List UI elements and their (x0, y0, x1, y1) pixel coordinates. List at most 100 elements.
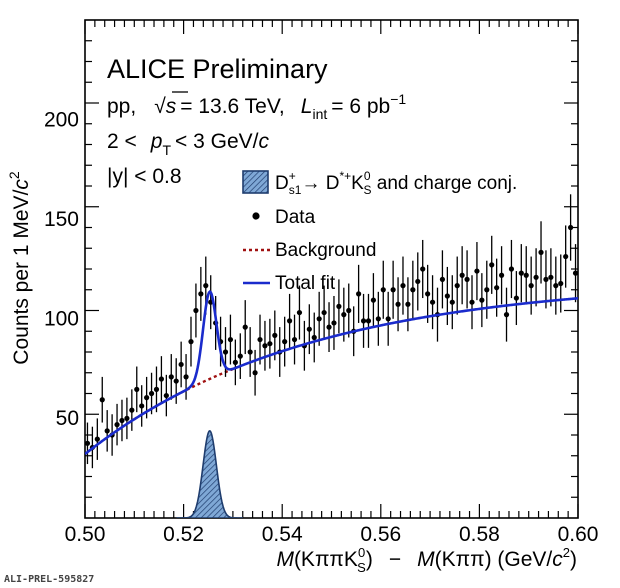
data-point (533, 248, 539, 307)
data-marker (99, 397, 105, 403)
data-marker (163, 392, 169, 399)
data-marker (326, 324, 332, 330)
data-marker (400, 283, 406, 289)
data-marker (346, 307, 352, 314)
data-marker (405, 301, 411, 307)
annotation-rapidity: |y| < 0.8 (107, 165, 182, 188)
data-point (326, 302, 332, 352)
data-marker (449, 299, 455, 305)
data-marker (365, 318, 372, 324)
data-point (572, 244, 578, 303)
data-marker (341, 312, 347, 318)
data-marker (508, 266, 515, 272)
data-point (538, 221, 544, 284)
data-marker (489, 262, 495, 268)
data-point (543, 250, 549, 309)
data-marker (227, 336, 234, 343)
data-marker (286, 318, 293, 324)
data-marker (168, 374, 174, 380)
data-point (444, 266, 450, 326)
legend-signal-swatch (242, 170, 269, 194)
data-point (247, 327, 253, 377)
data-point (390, 260, 396, 319)
x-tick-label-3: 0.56 (360, 523, 401, 546)
data-marker (173, 378, 179, 384)
data-marker (572, 270, 578, 276)
y-tick-label-50: 50 (56, 407, 79, 430)
x-tick-label-2: 0.54 (262, 523, 303, 546)
data-point (360, 293, 367, 348)
x-tick-label-1: 0.52 (163, 523, 204, 546)
data-point (158, 356, 165, 402)
data-marker (222, 349, 229, 355)
background-curve (128, 365, 239, 424)
data-marker (252, 370, 258, 376)
data-marker (134, 386, 140, 392)
data-marker (188, 339, 194, 345)
data-point (242, 300, 248, 355)
data-marker (129, 407, 135, 413)
data-marker (193, 307, 199, 314)
data-point (356, 264, 362, 323)
data-marker (553, 283, 559, 289)
data-marker (237, 353, 243, 359)
data-point (163, 374, 169, 417)
data-point (262, 320, 268, 371)
data-marker (503, 312, 510, 318)
data-point (503, 287, 510, 342)
data-marker (356, 291, 362, 297)
data-marker (380, 287, 386, 293)
data-marker (336, 303, 342, 309)
data-point (306, 304, 312, 355)
data-point (232, 339, 238, 386)
data-marker (479, 297, 485, 303)
data-point (548, 248, 554, 307)
data-marker (439, 276, 446, 282)
data-marker (538, 249, 544, 255)
y-tick-label-200: 200 (44, 108, 79, 131)
data-marker (385, 316, 391, 322)
data-marker (296, 309, 303, 316)
data-point (568, 194, 574, 261)
data-marker (494, 285, 500, 291)
data-marker (124, 415, 130, 421)
data-marker (390, 287, 396, 293)
data-point (375, 291, 381, 346)
data-point (311, 312, 317, 363)
data-point (523, 246, 529, 305)
y-tick-labels: 50 100 150 200 (44, 108, 79, 430)
data-point (380, 260, 386, 319)
x-tick-label-5: 0.60 (558, 523, 599, 546)
data-point (193, 283, 199, 338)
data-marker (484, 287, 490, 293)
data-marker (454, 283, 460, 289)
data-marker (543, 276, 549, 282)
data-point (227, 314, 234, 365)
data-marker (232, 359, 238, 365)
data-marker (183, 374, 189, 380)
x-axis-label: M(KππK0 S) − M(Kππ) (GeV/c2) (276, 545, 577, 575)
data-point (178, 341, 184, 388)
data-point (257, 314, 263, 365)
data-point (464, 250, 470, 309)
legend-data-label: Data (275, 207, 316, 228)
data-marker (429, 299, 436, 305)
data-point (296, 285, 303, 340)
data-marker (464, 276, 470, 282)
data-point (94, 418, 100, 460)
data-points (85, 194, 578, 469)
data-marker (469, 299, 475, 305)
data-point (415, 252, 421, 311)
data-point (252, 349, 258, 396)
data-marker (420, 266, 426, 272)
x-tick-label-4: 0.58 (459, 523, 500, 546)
data-point (237, 333, 243, 379)
data-marker (158, 376, 165, 382)
data-marker (257, 336, 263, 343)
data-point (346, 283, 352, 338)
data-point (139, 385, 145, 427)
legend-fit-label: Total fit (275, 273, 336, 294)
data-point (321, 285, 327, 340)
legend: D+ s1→ D*+K0 S and charge conj. Data Backg… (242, 169, 517, 294)
data-point (316, 291, 322, 346)
